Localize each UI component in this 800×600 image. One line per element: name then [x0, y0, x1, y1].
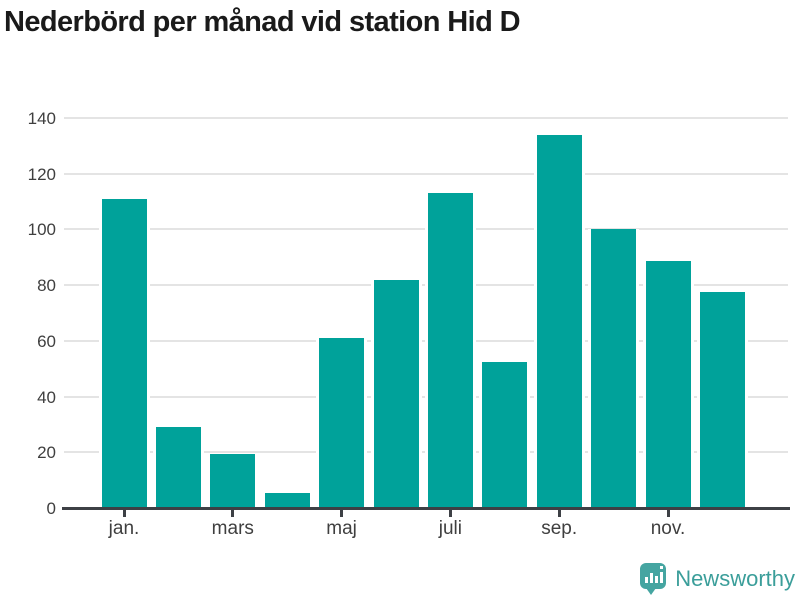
x-tick-juli — [448, 510, 452, 517]
y-tick-label-100: 100 — [27, 220, 56, 240]
x-tick-label-juli: juli — [438, 518, 462, 539]
x-tick-label-jan.: jan. — [108, 518, 140, 539]
x-tick-label-maj: maj — [326, 518, 357, 539]
newsworthy-logo-icon — [640, 563, 667, 595]
y-tick-label-20: 20 — [37, 443, 56, 463]
plot-area — [64, 117, 788, 508]
y-tick-label-120: 120 — [27, 164, 56, 184]
brand-name: Newsworthy — [675, 566, 795, 591]
x-tick-label-sep.: sep. — [541, 518, 578, 539]
y-tick-label-60: 60 — [37, 331, 56, 351]
bar-month-7 — [424, 193, 476, 508]
y-tick-label-0: 0 — [46, 499, 56, 518]
x-tick-label-mars: mars — [211, 518, 254, 539]
bar-month-6 — [370, 279, 422, 508]
bar-month-9 — [533, 134, 585, 508]
x-tick-mars — [231, 510, 235, 517]
x-tick-maj — [340, 510, 344, 517]
x-tick-nov. — [666, 510, 670, 517]
newsworthy-branding: Newsworthy — [640, 563, 795, 595]
bar-month-4 — [261, 492, 313, 508]
bar-month-8 — [479, 361, 531, 508]
bar-month-11 — [642, 261, 694, 508]
y-tick-label-140: 140 — [27, 109, 56, 128]
gridline-140 — [64, 117, 788, 119]
bar-month-2 — [152, 427, 204, 508]
bar-month-5 — [316, 338, 368, 508]
x-tick-label-nov.: nov. — [650, 518, 686, 539]
y-tick-label-80: 80 — [37, 276, 56, 296]
bar-month-1 — [98, 198, 150, 508]
bar-month-12 — [696, 292, 748, 508]
chart-title: Nederbörd per månad vid station Hid D — [4, 6, 521, 38]
x-tick-sep. — [557, 510, 561, 517]
x-axis-line — [62, 507, 790, 510]
gridline-120 — [64, 172, 788, 175]
y-tick-label-40: 40 — [37, 387, 56, 407]
bar-month-10 — [588, 229, 640, 508]
x-tick-jan. — [122, 510, 126, 517]
bar-month-3 — [207, 453, 259, 508]
